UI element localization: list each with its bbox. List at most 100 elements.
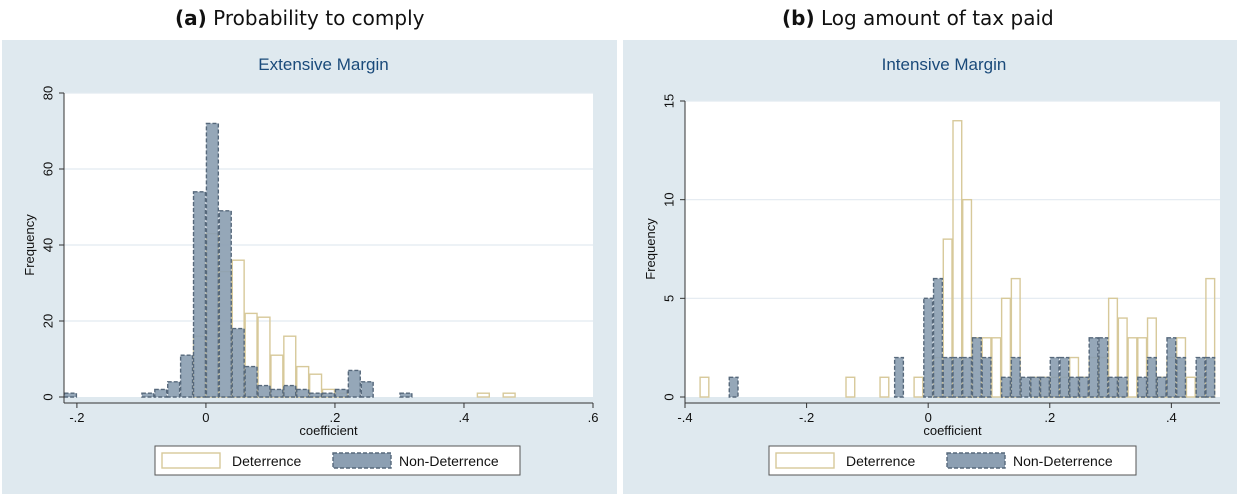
caption-b-tag: (b) xyxy=(782,6,815,30)
x-tick-label: .2 xyxy=(1044,410,1055,425)
y-tick-label: 20 xyxy=(41,314,56,328)
y-tick-label: 10 xyxy=(662,192,677,206)
caption-a-text: Probability to comply xyxy=(213,6,425,30)
y-tick-label: 5 xyxy=(662,295,677,302)
x-tick-label: .6 xyxy=(588,410,599,425)
non-deterrence-bar xyxy=(218,210,232,398)
non-deterrence-bar xyxy=(1049,356,1060,398)
chart-title: Extensive Margin xyxy=(258,55,388,74)
non-deterrence-bar xyxy=(399,392,413,398)
non-deterrence-bar xyxy=(244,365,258,398)
non-deterrence-bar xyxy=(962,356,973,398)
y-tick-label: 80 xyxy=(41,86,56,100)
panel-b: Intensive Margin 0 5 10 15 -.4 -.2 0 .2 .4 coeffic… xyxy=(623,40,1237,494)
non-deterrence-bar xyxy=(63,392,78,398)
deterrence-bar xyxy=(1127,337,1138,398)
non-deterrence-bar xyxy=(1030,376,1041,398)
non-deterrence-bar xyxy=(1166,337,1177,398)
caption-a-tag: (a) xyxy=(175,6,207,30)
caption-b-text: Log amount of tax paid xyxy=(820,6,1054,30)
non-deterrence-bar xyxy=(347,369,361,398)
panel-a: Extensive Margin 0 20 40 60 80 -.2 0 .2 .4 .6 coeff… xyxy=(2,40,617,494)
non-deterrence-bar xyxy=(360,381,374,398)
legend-swatch-non-deterrence xyxy=(332,452,392,469)
x-tick-label: 0 xyxy=(202,410,209,425)
non-deterrence-bar xyxy=(893,356,905,398)
non-deterrence-bar xyxy=(192,191,207,398)
y-tick-label: 15 xyxy=(662,94,677,108)
non-deterrence-bar xyxy=(1020,376,1031,398)
legend-swatch-deterrence xyxy=(775,452,835,469)
non-deterrence-bar xyxy=(1088,337,1099,398)
legend-swatch-deterrence xyxy=(161,452,221,469)
non-deterrence-bar xyxy=(231,327,245,398)
non-deterrence-bar xyxy=(1176,356,1187,398)
non-deterrence-bar xyxy=(283,384,297,398)
x-tick-label: -.2 xyxy=(69,410,84,425)
y-tick-label: 40 xyxy=(41,238,56,252)
legend-label-non-deterrence: Non-Deterrence xyxy=(1013,453,1113,469)
x-tick-label: .4 xyxy=(459,410,470,425)
non-deterrence-bar xyxy=(728,376,739,398)
non-deterrence-bar xyxy=(257,384,271,398)
deterrence-bar xyxy=(913,376,924,398)
y-tick-label: 0 xyxy=(662,393,677,400)
legend-box xyxy=(768,445,1137,476)
legend-label-deterrence: Deterrence xyxy=(232,453,301,469)
non-deterrence-bar xyxy=(1195,356,1206,398)
y-axis-label: Frequency xyxy=(22,214,37,276)
x-axis-label: coefficient xyxy=(923,423,982,438)
non-deterrence-bar xyxy=(179,354,194,398)
non-deterrence-bar xyxy=(270,388,284,398)
non-deterrence-bar xyxy=(932,277,943,398)
non-deterrence-bar xyxy=(1117,376,1128,398)
legend-swatch-non-deterrence xyxy=(946,452,1006,469)
non-deterrence-bar xyxy=(167,381,181,398)
deterrence-bar xyxy=(1185,376,1196,398)
x-tick-label: -.2 xyxy=(799,410,814,425)
legend-label-non-deterrence: Non-Deterrence xyxy=(399,453,499,469)
intensive-margin-chart: Intensive Margin 0 5 10 15 -.4 -.2 0 .2 .4 coeffic… xyxy=(623,40,1237,494)
x-tick-label: 0 xyxy=(925,410,932,425)
non-deterrence-bar xyxy=(1039,376,1050,398)
non-deterrence-bar xyxy=(1146,356,1157,398)
non-deterrence-bar xyxy=(981,356,992,398)
y-tick-label: 0 xyxy=(41,393,56,400)
deterrence-bar xyxy=(699,376,710,398)
non-deterrence-bar xyxy=(1107,376,1119,398)
non-deterrence-bar xyxy=(1010,356,1021,398)
non-deterrence-bar xyxy=(1137,376,1148,398)
non-deterrence-bar xyxy=(205,122,220,398)
non-deterrence-bar xyxy=(334,388,349,398)
non-deterrence-bar xyxy=(141,392,155,398)
non-deterrence-bar xyxy=(321,392,336,398)
x-tick-label: .2 xyxy=(330,410,341,425)
non-deterrence-bar xyxy=(1059,356,1070,398)
deterrence-bar xyxy=(476,392,490,398)
legend-label-deterrence: Deterrence xyxy=(846,453,915,469)
y-axis-label: Frequency xyxy=(643,218,658,280)
non-deterrence-bar xyxy=(1000,376,1012,398)
non-deterrence-bar xyxy=(296,388,310,398)
deterrence-bar xyxy=(991,337,1002,398)
non-deterrence-bar xyxy=(952,356,963,398)
chart-title: Intensive Margin xyxy=(882,55,1007,74)
non-deterrence-bar xyxy=(1156,376,1167,398)
non-deterrence-bar xyxy=(1069,376,1080,398)
non-deterrence-bar xyxy=(1078,376,1089,398)
x-tick-label: -.4 xyxy=(677,410,692,425)
x-axis-label: coefficient xyxy=(299,423,358,438)
deterrence-bar xyxy=(502,392,516,398)
caption-a: (a) Probability to comply xyxy=(175,6,424,30)
non-deterrence-bar xyxy=(971,337,982,398)
extensive-margin-chart: Extensive Margin 0 20 40 60 80 -.2 0 .2 .4 .6 coeff… xyxy=(2,40,617,494)
y-tick-label: 60 xyxy=(41,162,56,176)
non-deterrence-bar xyxy=(308,392,323,398)
deterrence-bar xyxy=(845,376,856,398)
non-deterrence-bar xyxy=(1205,356,1216,398)
non-deterrence-bar xyxy=(923,297,934,398)
x-tick-label: .4 xyxy=(1166,410,1177,425)
non-deterrence-bar xyxy=(942,356,953,398)
legend-box xyxy=(154,445,521,476)
deterrence-bar xyxy=(879,376,890,398)
